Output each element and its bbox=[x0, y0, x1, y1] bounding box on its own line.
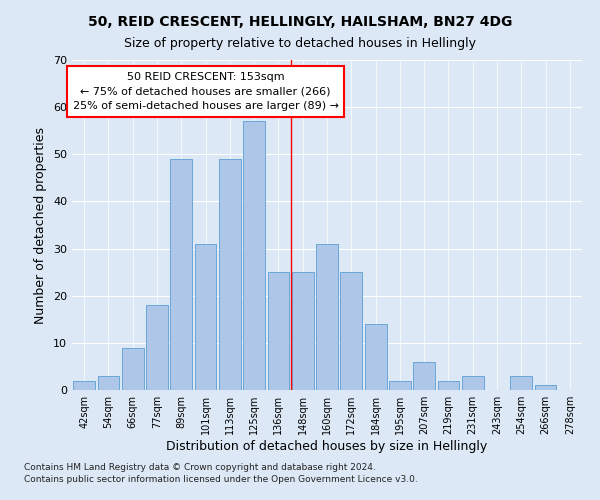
Text: Size of property relative to detached houses in Hellingly: Size of property relative to detached ho… bbox=[124, 38, 476, 51]
Bar bbox=[122, 348, 143, 390]
Bar bbox=[365, 324, 386, 390]
Text: Contains public sector information licensed under the Open Government Licence v3: Contains public sector information licen… bbox=[24, 475, 418, 484]
Text: Contains HM Land Registry data © Crown copyright and database right 2024.: Contains HM Land Registry data © Crown c… bbox=[24, 464, 376, 472]
Bar bbox=[268, 272, 289, 390]
Bar bbox=[511, 376, 532, 390]
Text: 50, REID CRESCENT, HELLINGLY, HAILSHAM, BN27 4DG: 50, REID CRESCENT, HELLINGLY, HAILSHAM, … bbox=[88, 15, 512, 29]
Y-axis label: Number of detached properties: Number of detached properties bbox=[34, 126, 47, 324]
Bar bbox=[340, 272, 362, 390]
Bar bbox=[389, 380, 411, 390]
Bar bbox=[535, 386, 556, 390]
Bar bbox=[194, 244, 217, 390]
Bar bbox=[316, 244, 338, 390]
Bar bbox=[292, 272, 314, 390]
Bar bbox=[243, 122, 265, 390]
Bar bbox=[219, 159, 241, 390]
Bar bbox=[73, 380, 95, 390]
Bar bbox=[413, 362, 435, 390]
Bar bbox=[146, 305, 168, 390]
Bar bbox=[437, 380, 460, 390]
Text: 50 REID CRESCENT: 153sqm
← 75% of detached houses are smaller (266)
25% of semi-: 50 REID CRESCENT: 153sqm ← 75% of detach… bbox=[73, 72, 338, 112]
Bar bbox=[97, 376, 119, 390]
X-axis label: Distribution of detached houses by size in Hellingly: Distribution of detached houses by size … bbox=[166, 440, 488, 453]
Bar bbox=[462, 376, 484, 390]
Bar bbox=[170, 159, 192, 390]
